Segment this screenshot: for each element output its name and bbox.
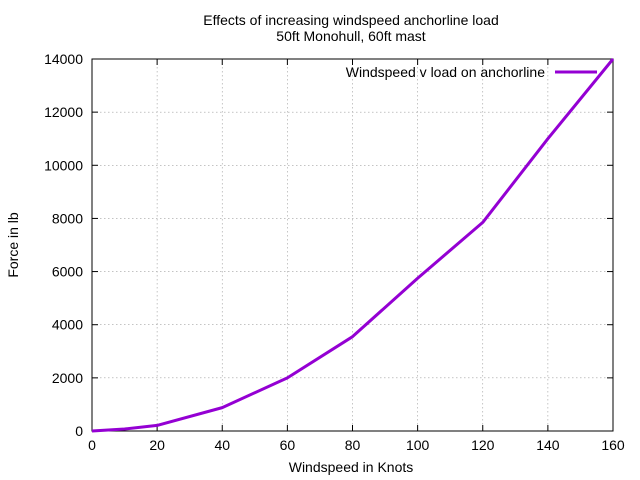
y-tick-label: 10000 [44, 157, 83, 173]
series-line [91, 58, 615, 433]
y-tick-label: 12000 [44, 104, 83, 120]
y-tick-label: 2000 [52, 370, 83, 386]
y-axis-label: Force in lb [5, 212, 21, 278]
y-tick-label: 0 [75, 423, 83, 439]
grid [92, 59, 613, 431]
x-tick-label: 60 [280, 437, 296, 453]
x-tick-label: 80 [345, 437, 361, 453]
chart-title: Effects of increasing windspeed anchorli… [203, 12, 498, 28]
legend-label: Windspeed v load on anchorline [346, 64, 545, 80]
x-axis-label: Windspeed in Knots [289, 459, 414, 475]
x-tick-label: 0 [88, 437, 96, 453]
x-tick-label: 20 [149, 437, 165, 453]
axis-ticks: 0 20 40 60 80 100 120 140 160 0 2000 4000 6000 8000 10… [44, 51, 625, 453]
x-tick-label: 160 [601, 437, 625, 453]
y-tick-label: 14000 [44, 51, 83, 67]
y-tick-label: 6000 [52, 264, 83, 280]
series-layer [91, 58, 615, 433]
x-tick-label: 100 [406, 437, 430, 453]
chart-subtitle: 50ft Monohull, 60ft mast [276, 28, 426, 44]
x-tick-label: 140 [536, 437, 560, 453]
legend: Windspeed v load on anchorline [346, 64, 597, 80]
plot-frame [91, 58, 614, 432]
y-tick-label: 4000 [52, 317, 83, 333]
x-tick-label: 40 [214, 437, 230, 453]
x-tick-label: 120 [471, 437, 495, 453]
y-tick-label: 8000 [52, 210, 83, 226]
